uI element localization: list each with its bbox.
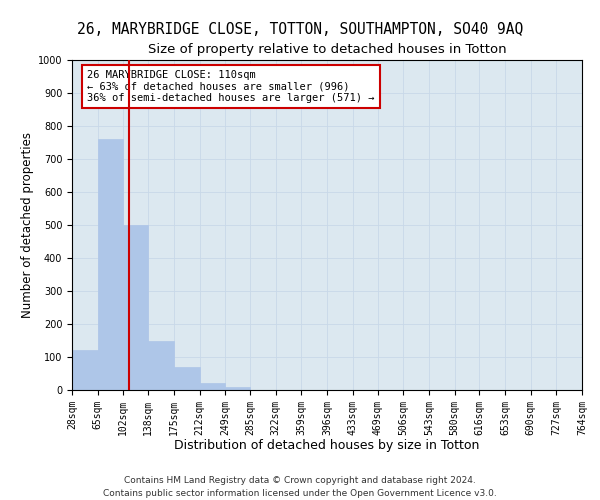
Bar — [199, 384, 225, 390]
Text: 26 MARYBRIDGE CLOSE: 110sqm
← 63% of detached houses are smaller (996)
36% of se: 26 MARYBRIDGE CLOSE: 110sqm ← 63% of det… — [88, 70, 375, 103]
Bar — [123, 225, 148, 390]
Y-axis label: Number of detached properties: Number of detached properties — [20, 132, 34, 318]
Title: Size of property relative to detached houses in Totton: Size of property relative to detached ho… — [148, 43, 506, 56]
Bar — [72, 350, 98, 390]
Text: 26, MARYBRIDGE CLOSE, TOTTON, SOUTHAMPTON, SO40 9AQ: 26, MARYBRIDGE CLOSE, TOTTON, SOUTHAMPTO… — [77, 22, 523, 38]
Bar — [225, 386, 250, 390]
Text: Contains HM Land Registry data © Crown copyright and database right 2024.
Contai: Contains HM Land Registry data © Crown c… — [103, 476, 497, 498]
Bar — [98, 139, 123, 390]
Bar — [148, 340, 174, 390]
Bar — [174, 367, 199, 390]
X-axis label: Distribution of detached houses by size in Totton: Distribution of detached houses by size … — [175, 439, 479, 452]
